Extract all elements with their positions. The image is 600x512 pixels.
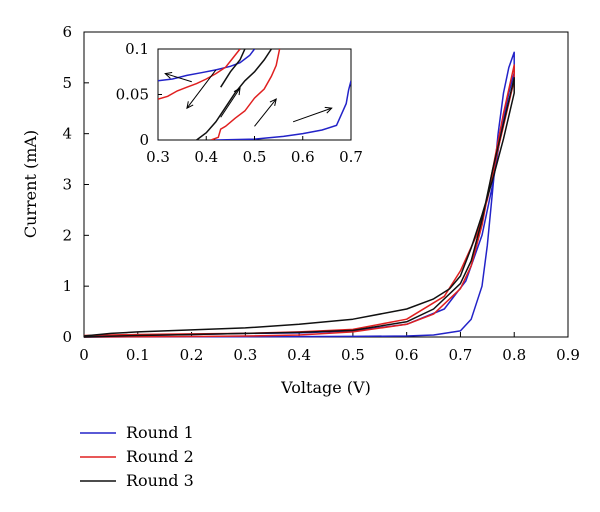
inset-line-round-1: [215, 80, 351, 140]
arrow: [254, 98, 277, 127]
series-line-round-3: [83, 77, 515, 338]
arrow-head: [164, 72, 173, 79]
inset-frame: [157, 48, 352, 141]
arrow-shaft: [186, 69, 217, 109]
x-tick-label: 0.6: [395, 346, 419, 364]
legend: Round 1 Round 2 Round 3: [80, 423, 194, 490]
inset-line-round-3: [196, 49, 273, 140]
y-tick-label: 3: [62, 176, 72, 194]
x-tick-label: 0: [79, 346, 89, 364]
legend-item: Round 2: [80, 447, 194, 466]
arrow-head: [186, 101, 194, 110]
inset-x-tick-label: 0.6: [291, 148, 315, 166]
y-tick-label: 0: [62, 328, 72, 346]
arrow-head: [324, 106, 333, 114]
legend-label: Round 3: [126, 471, 194, 490]
legend-item: Round 3: [80, 471, 194, 490]
arrow-shaft: [254, 98, 277, 127]
inset-ticks: 0.3 0.4 0.5 0.6 0.7 0 0.05 0.1: [116, 40, 363, 166]
y-tick-label: 1: [62, 277, 72, 295]
x-tick-label: 0.4: [287, 346, 311, 364]
y-tick-label: 4: [62, 125, 72, 143]
arrow-shaft: [292, 107, 332, 123]
x-axis-label: Voltage (V): [280, 378, 371, 397]
inset-arrows: [164, 69, 333, 127]
inset-y-tick-label: 0.1: [125, 40, 149, 58]
inset-y-tick-label: 0.05: [116, 86, 149, 104]
inset-x-tick-label: 0.7: [339, 148, 363, 166]
arrow-head: [233, 87, 241, 96]
arrow-shaft: [220, 87, 241, 118]
inset-y-tick-label: 0: [139, 131, 149, 149]
y-axis-label: Current (mA): [21, 130, 40, 238]
arrow-shaft: [165, 73, 192, 83]
x-tick-label: 0.2: [180, 346, 204, 364]
x-tick-label: 0.7: [449, 346, 473, 364]
legend-item: Round 1: [80, 423, 194, 442]
arrow: [164, 72, 192, 83]
y-tick-label: 2: [62, 226, 72, 244]
arrow: [292, 106, 333, 123]
inset-line-round-2: [210, 49, 281, 140]
x-tick-label: 0.1: [126, 346, 150, 364]
inset-x-tick-label: 0.3: [146, 148, 170, 166]
legend-label: Round 1: [126, 423, 194, 442]
arrow-head: [269, 98, 277, 106]
legend-label: Round 2: [126, 447, 194, 466]
inset-line-round-3-return-: [220, 49, 246, 88]
arrow: [186, 69, 217, 110]
x-tick-label: 0.5: [341, 346, 365, 364]
inset-line-round-2-return-: [158, 49, 241, 100]
y-tick-label: 5: [62, 74, 72, 92]
x-tick-label: 0.9: [556, 346, 580, 364]
x-tick-label: 0.3: [233, 346, 257, 364]
main-ticks: 0 0.1 0.2 0.3 0.4 0.5 0.6 0.7 0.8 0.9 0 1 2 3 4 5 6: [62, 23, 579, 364]
y-tick-label: 6: [62, 23, 72, 41]
x-tick-label: 0.8: [502, 346, 526, 364]
main-series: [83, 51, 515, 338]
inset-x-tick-label: 0.4: [194, 148, 218, 166]
inset-x-tick-label: 0.5: [243, 148, 267, 166]
arrow: [220, 87, 241, 118]
